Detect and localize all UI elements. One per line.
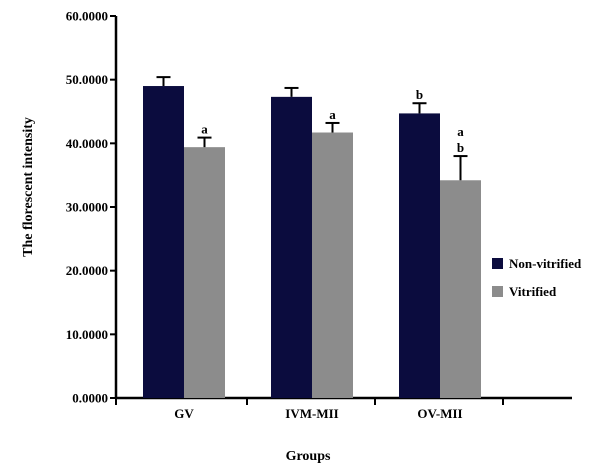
y-tick-label: 0.0000: [72, 391, 108, 406]
significance-letter: a: [201, 122, 208, 137]
significance-letter: b: [416, 87, 423, 102]
bar: [184, 147, 225, 398]
y-tick-label: 30.0000: [66, 200, 108, 215]
x-tick-label: IVM-MII: [285, 406, 338, 421]
bar: [399, 113, 440, 398]
x-axis-title: Groups: [286, 449, 331, 464]
bar: [271, 96, 312, 399]
y-tick-label: 20.0000: [66, 263, 108, 278]
y-tick-label: 10.0000: [66, 327, 108, 342]
x-tick-label: GV: [174, 406, 194, 421]
bar: [312, 132, 353, 398]
legend-swatch: [492, 286, 503, 297]
y-axis-title: The florescent intensity: [21, 117, 36, 257]
y-tick-label: 60.0000: [66, 9, 108, 24]
bar: [440, 180, 481, 398]
legend-swatch: [492, 258, 503, 269]
y-tick-label: 40.0000: [66, 136, 108, 151]
x-tick-label: OV-MII: [417, 406, 462, 421]
y-tick-label: 50.0000: [66, 72, 108, 87]
plot-area: 0.0000 10.0000 20.0000 30.0000 40.0000 50.000…: [66, 9, 582, 422]
significance-letter: b: [457, 140, 464, 155]
significance-letter: a: [329, 107, 336, 122]
legend-label: Vitrified: [509, 284, 557, 299]
significance-letter: a: [457, 124, 464, 139]
bar: [143, 86, 184, 399]
legend-label: Non-vitrified: [509, 256, 582, 271]
